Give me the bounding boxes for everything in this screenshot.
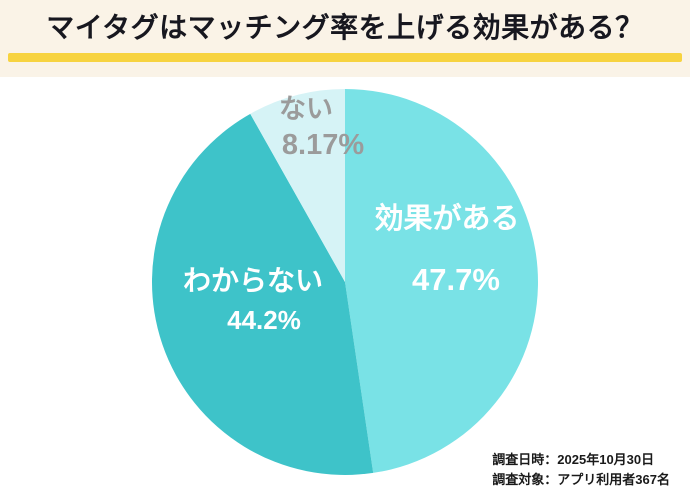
- pie-label-unknown-value: 44.2%: [227, 305, 301, 335]
- pie-slice-0: [345, 89, 538, 473]
- header-band: マイタグはマッチング率を上げる効果がある？: [0, 0, 690, 77]
- pie-label-yes-value: 47.7%: [412, 262, 500, 297]
- pie-slice-2: [250, 89, 345, 282]
- pie-label-unknown: わからない 44.2%: [182, 265, 324, 335]
- pie-label-yes: 効果がある 47.7%: [374, 203, 520, 297]
- pie-label-unknown-text: わからない: [182, 265, 324, 296]
- survey-date: 調査日時：2025年10月30日: [492, 452, 655, 467]
- pie-label-no: ない 8.17%: [248, 96, 364, 160]
- survey-target: 調査対象：アプリ利用者367名: [492, 472, 670, 487]
- pie-label-no-text: ない: [278, 94, 333, 124]
- page-title: マイタグはマッチング率を上げる効果がある？: [46, 12, 644, 43]
- title-underline-bar: [8, 53, 682, 62]
- pie-slice-1: [152, 113, 374, 476]
- pie-label-no-value: 8.17%: [281, 129, 365, 161]
- survey-info: 調査日時：2025年10月30日 調査対象：アプリ利用者367名: [492, 450, 670, 490]
- pie-label-yes-text: 効果がある: [374, 203, 520, 235]
